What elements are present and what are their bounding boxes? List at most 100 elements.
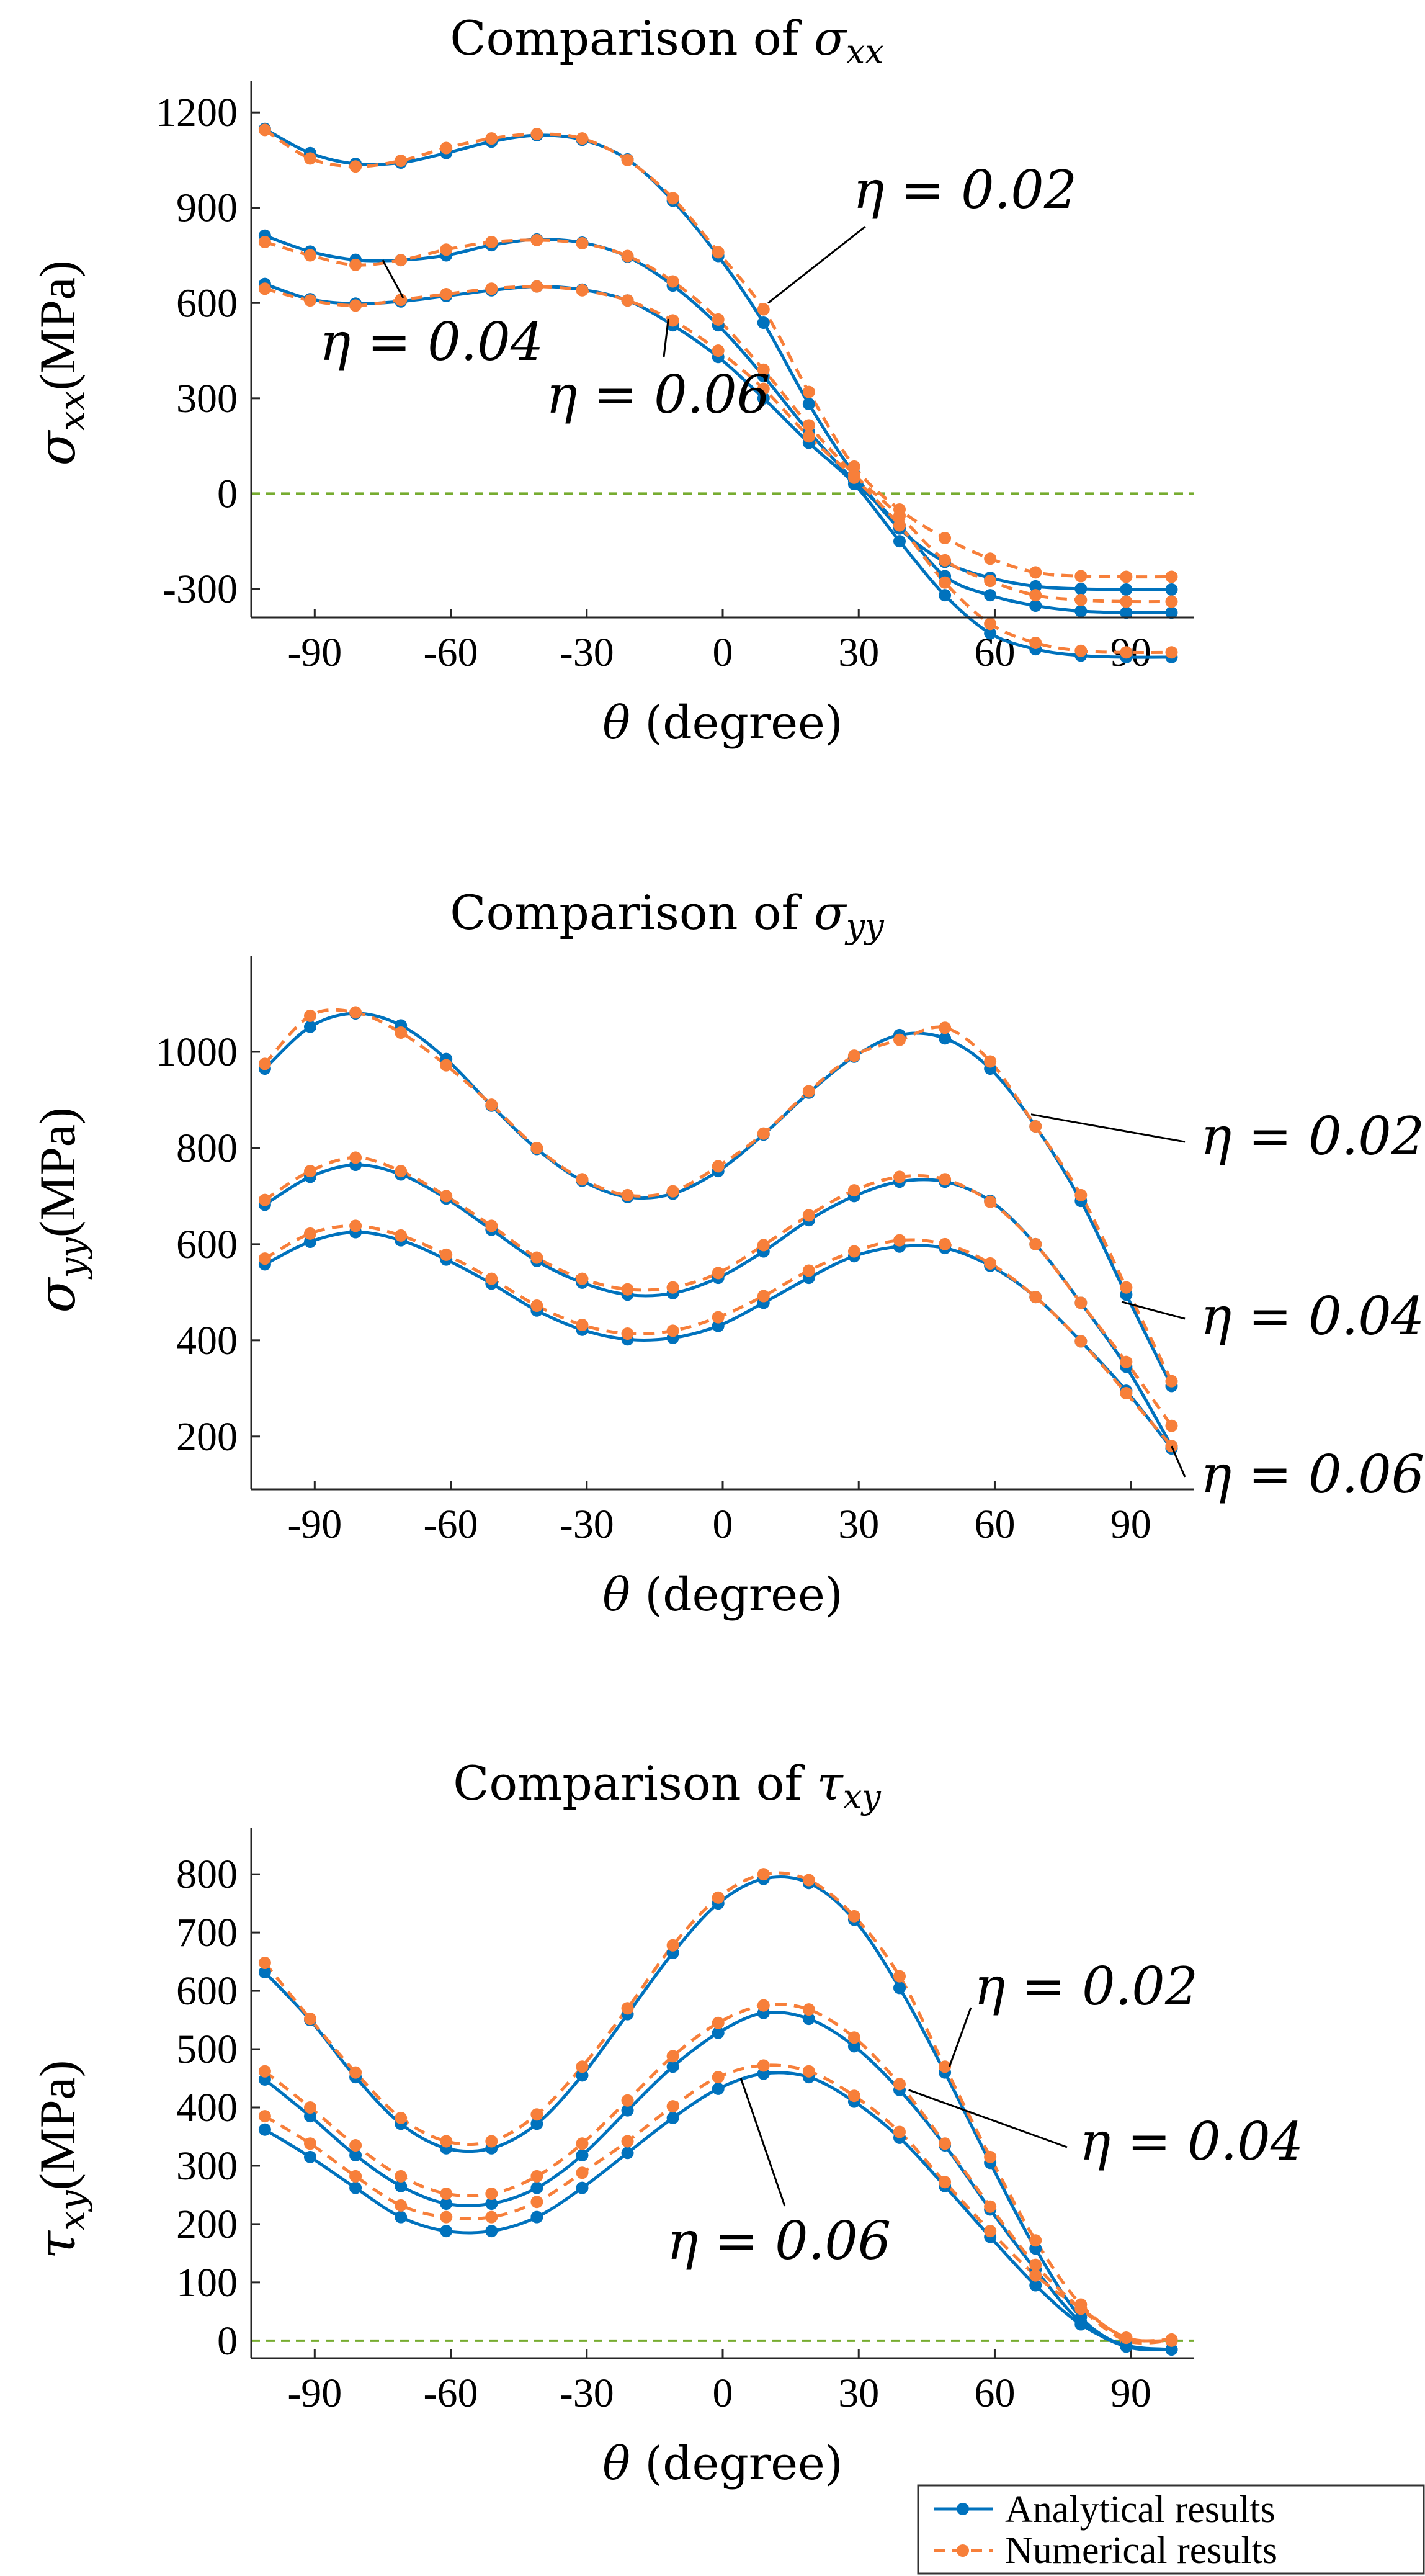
chart-sigma-xx: Comparison of σxx σxx(MPa) θ (degree) -9… — [28, 11, 1194, 750]
numerical-point — [939, 576, 952, 589]
y-tick-label: 600 — [176, 1968, 238, 2014]
numerical-point — [258, 236, 271, 249]
chart-tau-xy: Comparison of τxy τxy(MPa) θ (degree) -9… — [28, 1756, 1425, 2575]
numerical-point — [757, 363, 770, 376]
numerical-point — [939, 2137, 952, 2150]
analytical-point — [395, 2210, 408, 2224]
numerical-point — [576, 2166, 589, 2179]
chart-title: Comparison of σyy — [450, 885, 885, 946]
analytical-series-line-4 — [264, 1230, 1173, 1450]
numerical-point — [939, 532, 952, 545]
analytical-point — [757, 392, 770, 405]
numerical-point — [712, 313, 725, 326]
numerical-point — [621, 2002, 634, 2015]
numerical-point — [530, 2170, 543, 2183]
analytical-point — [1029, 2279, 1042, 2292]
series-lines — [264, 127, 1172, 659]
numerical-point — [847, 1184, 860, 1197]
numerical-point — [939, 1173, 952, 1186]
analytical-point — [485, 2197, 498, 2210]
numerical-point — [530, 280, 543, 293]
numerical-point — [395, 1026, 408, 1039]
numerical-point — [440, 287, 453, 300]
numerical-point — [485, 2135, 498, 2148]
x-tick-label: 30 — [838, 2371, 879, 2416]
numerical-point — [984, 2225, 997, 2238]
numerical-point — [802, 419, 815, 432]
axes — [250, 1828, 1194, 2359]
numerical-point — [666, 314, 679, 327]
analytical-point — [757, 316, 770, 330]
y-tick-label: 500 — [176, 2027, 238, 2072]
analytical-point — [847, 2040, 860, 2053]
numerical-point — [939, 1021, 952, 1034]
numerical-point — [258, 123, 271, 137]
numerical-point — [939, 554, 952, 567]
annotation-eta-006: η = 0.06 — [1200, 1444, 1424, 1505]
numerical-point — [1165, 2334, 1178, 2347]
analytical-series-line-4 — [264, 282, 1172, 659]
numerical-point — [757, 1290, 770, 1303]
numerical-point — [984, 575, 997, 588]
numerical-point — [485, 1219, 498, 1232]
numerical-point — [304, 152, 316, 165]
numerical-point — [258, 2065, 271, 2078]
numerical-point — [712, 246, 725, 259]
numerical-point — [802, 1209, 815, 1222]
numerical-point — [1029, 566, 1042, 579]
analytical-point — [576, 2149, 589, 2162]
numerical-point — [1029, 2258, 1042, 2271]
numerical-point — [304, 1227, 316, 1240]
numerical-point — [1029, 2234, 1042, 2247]
numerical-point — [258, 1193, 271, 1206]
numerical-point — [1120, 1355, 1133, 1368]
numerical-point — [984, 617, 997, 631]
numerical-point — [984, 1055, 997, 1068]
analytical-point — [576, 2181, 589, 2194]
numerical-point — [485, 2188, 498, 2201]
numerical-series-line-5 — [264, 285, 1172, 654]
numerical-point — [1165, 1375, 1178, 1388]
numerical-point — [576, 237, 589, 250]
analytical-point — [304, 2110, 316, 2123]
numerical-point — [802, 385, 815, 398]
numerical-point — [1074, 1296, 1088, 1309]
numerical-point — [1120, 595, 1133, 608]
numerical-point — [666, 2050, 679, 2063]
numerical-point — [576, 132, 589, 145]
analytical-point — [712, 1319, 725, 1332]
legend: Analytical results Numerical results — [917, 2484, 1425, 2575]
analytical-point — [1074, 582, 1088, 595]
x-tick-label: -90 — [287, 1502, 342, 1547]
numerical-point — [847, 2031, 860, 2044]
axes — [250, 81, 1194, 619]
numerical-series-line-5 — [264, 1224, 1173, 1447]
numerical-point — [621, 2094, 634, 2107]
y-tick-label: 300 — [176, 2143, 238, 2189]
ticks: -90 -60 -30 0 30 60 90 0 100 200 300 400 500 600 700 80… — [176, 1852, 1151, 2416]
numerical-point — [621, 1283, 634, 1296]
numerical-point — [712, 1160, 725, 1173]
x-tick-label: -30 — [560, 2371, 614, 2416]
analytical-point — [1165, 606, 1178, 619]
numerical-point — [1074, 644, 1088, 657]
numerical-point — [1165, 1419, 1178, 1432]
numerical-point — [304, 294, 316, 307]
y-tick-label: 800 — [176, 1852, 238, 1897]
numerical-point — [666, 1185, 679, 1198]
y-tick-label: 1200 — [156, 90, 238, 135]
analytical-point — [984, 627, 997, 640]
numerical-point — [1074, 1188, 1088, 1201]
annotation-eta-004: η = 0.04 — [319, 312, 543, 372]
numerical-point — [485, 1098, 498, 1111]
annotation-leader-eta-004 — [382, 259, 404, 298]
numerical-point — [304, 2137, 316, 2150]
annotation-eta-002: η = 0.02 — [1200, 1106, 1424, 1167]
numerical-point — [802, 1085, 815, 1098]
analytical-point — [621, 2147, 634, 2160]
legend-numerical-marker — [957, 2544, 969, 2557]
numerical-point — [621, 153, 634, 166]
numerical-point — [485, 282, 498, 295]
numerical-point — [621, 2135, 634, 2148]
numerical-point — [1029, 1291, 1042, 1304]
